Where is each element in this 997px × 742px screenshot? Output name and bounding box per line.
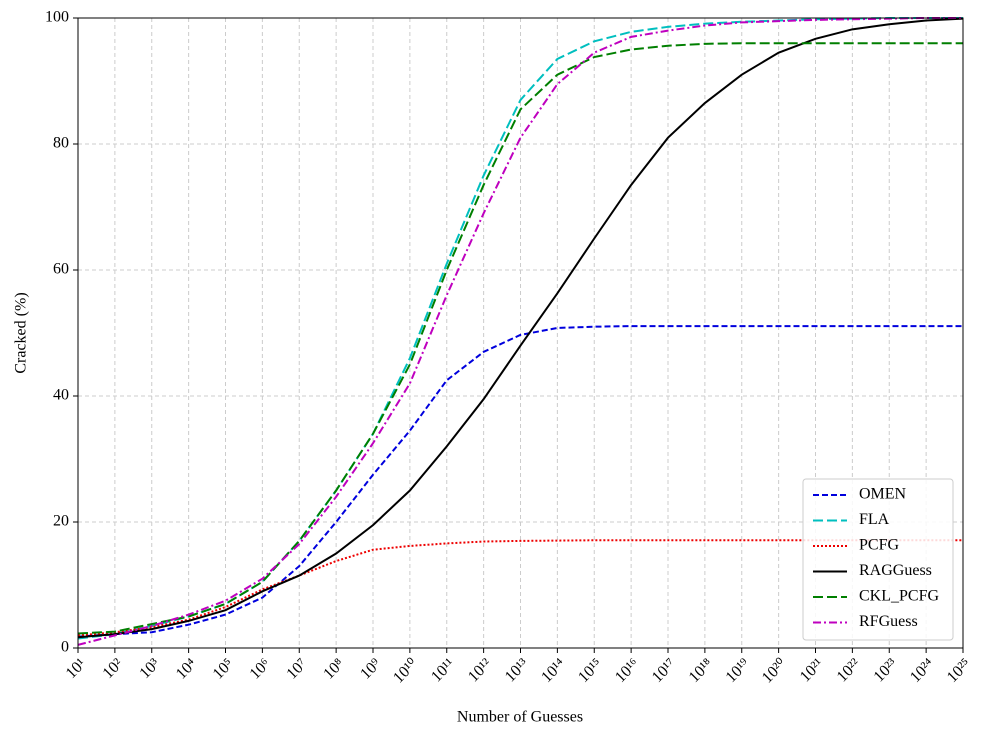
x-tick-label: 10⁵: [210, 655, 237, 682]
x-tick-label: 10¹⁷: [649, 655, 680, 686]
x-tick-label: 10¹⁶: [612, 655, 643, 686]
x-tick-label: 10¹¹: [428, 655, 458, 685]
x-tick-label: 10⁷: [283, 655, 310, 682]
y-tick-label: 100: [45, 9, 69, 26]
series-line: [77, 325, 963, 638]
x-tick-label: 10²²: [834, 655, 864, 685]
y-tick-label: 60: [53, 261, 69, 278]
legend-label: PCFG: [859, 537, 899, 554]
x-tick-label: 10⁶: [247, 655, 274, 682]
x-tick-label: 10²⁴: [907, 655, 938, 686]
y-tick-label: 0: [61, 639, 69, 656]
x-tick-label: 10²⁰: [759, 655, 790, 686]
x-tick-label: 10⁸: [320, 655, 347, 682]
x-tick-label: 10²: [100, 655, 127, 682]
legend-box: [802, 478, 954, 641]
y-tick-label: 80: [53, 135, 69, 152]
x-tick-label: 10⁴: [173, 655, 201, 683]
x-axis-label: Number of Guesses: [457, 709, 583, 726]
x-tick-label: 10¹⁹: [723, 655, 754, 686]
x-tick-label: 10⁹: [357, 655, 385, 683]
legend-label: OMEN: [859, 486, 907, 503]
y-tick-label: 40: [53, 387, 69, 404]
x-tick-label: 10¹⁰: [390, 655, 421, 686]
x-tick-label: 10¹⁴: [538, 655, 569, 686]
x-tick-label: 10²³: [871, 655, 901, 685]
legend-label: FLA: [859, 511, 890, 528]
legend-label: RFGuess: [859, 613, 918, 630]
x-tick-label: 10¹²: [465, 655, 495, 685]
legend: OMEN FLA PCFG RAGGuess CKL_PCFG RFGuess: [802, 478, 954, 641]
series-line: [77, 17, 964, 639]
x-tick-label: 10³: [136, 655, 163, 682]
x-tick-label: 10²¹: [797, 655, 827, 685]
y-axis-label: Cracked (%): [13, 292, 30, 373]
x-tick-label: 10¹⁸: [686, 655, 717, 686]
legend-label: RAGGuess: [859, 562, 932, 579]
series-line: [77, 17, 963, 646]
x-tick-label: 10¹: [63, 655, 90, 682]
x-tick-label: 10¹³: [502, 655, 532, 685]
y-tick-label: 20: [53, 513, 69, 530]
x-tick-label: 10²⁵: [944, 655, 975, 686]
legend-label: CKL_PCFG: [859, 588, 939, 605]
x-tick-label: 10¹⁵: [575, 655, 606, 686]
plot-frame: [77, 17, 964, 649]
series-line: [77, 42, 963, 635]
